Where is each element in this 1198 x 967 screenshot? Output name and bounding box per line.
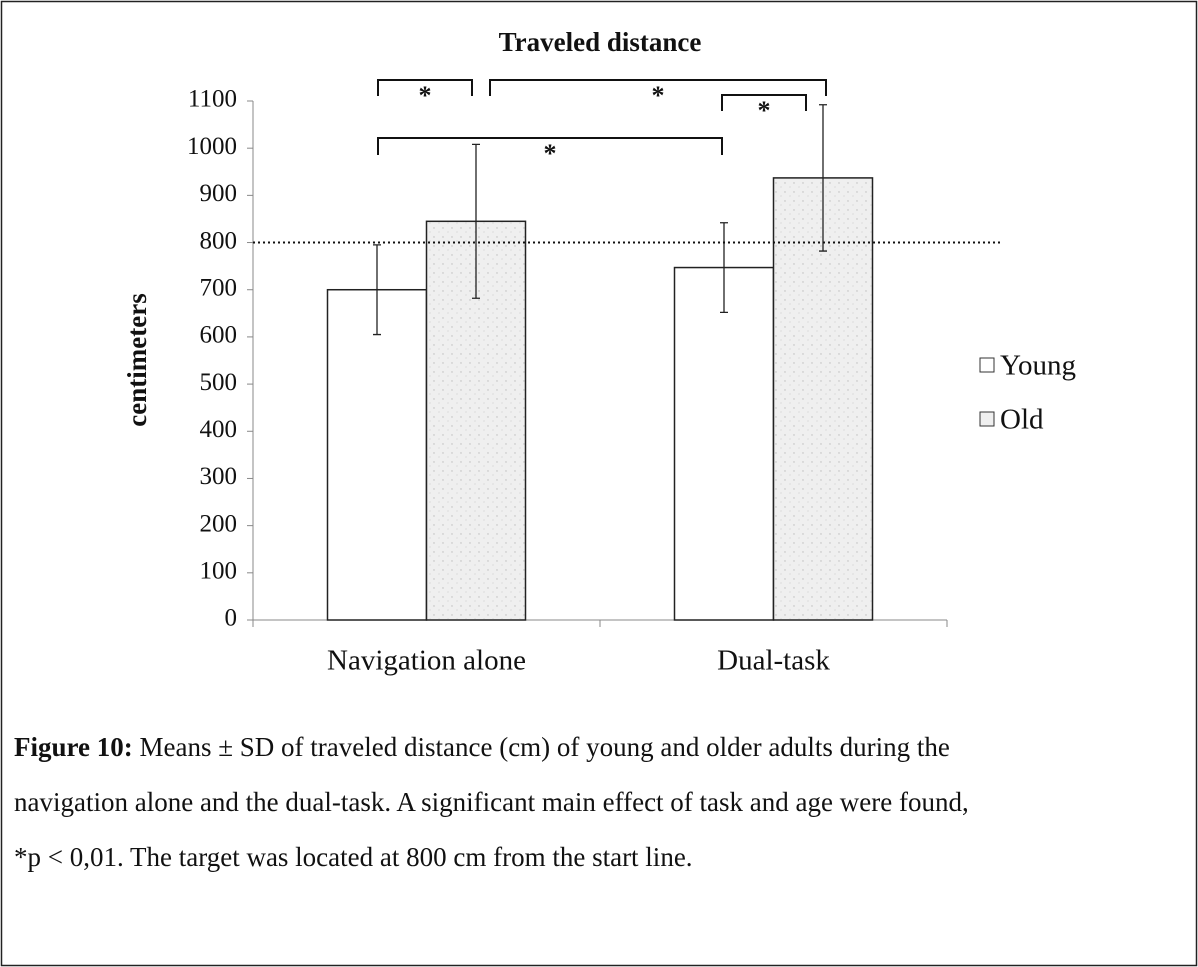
error-bar (472, 143, 480, 299)
legend-swatch (979, 411, 995, 427)
y-tick-label: 300 (200, 463, 238, 490)
chart-title: Traveled distance (499, 27, 702, 57)
significance-bracket (377, 79, 473, 96)
legend-label: Young (1000, 350, 1076, 382)
significance-label: * (419, 81, 432, 110)
significance-bracket (377, 137, 723, 155)
y-tick-label: 800 (200, 227, 238, 254)
y-tick-label: 0 (225, 605, 238, 632)
x-tick-label: Navigation alone (327, 645, 526, 677)
y-tick-label: 900 (200, 180, 238, 207)
caption-label: Figure 10: (14, 732, 133, 762)
y-tick-label: 500 (200, 369, 238, 396)
caption-text: Means ± SD of traveled distance (cm) of … (139, 732, 950, 762)
y-tick-label: 1000 (187, 133, 237, 160)
y-tick-label: 600 (200, 322, 238, 349)
y-tick-label: 100 (200, 558, 238, 585)
error-bar (720, 222, 728, 314)
significance-label: * (758, 96, 771, 125)
y-tick-label: 1100 (188, 86, 237, 113)
error-bar (373, 244, 381, 336)
significance-label: * (652, 81, 665, 110)
bar (326, 288, 428, 621)
legend-label: Old (1000, 404, 1044, 436)
y-tick-label: 200 (200, 510, 238, 537)
caption-line: Figure 10: Means ± SD of traveled distan… (14, 732, 950, 763)
caption-line: navigation alone and the dual-task. A si… (14, 787, 969, 817)
significance-bracket (721, 94, 807, 111)
caption-line: *p < 0,01. The target was located at 800… (14, 842, 693, 872)
error-bar (819, 104, 827, 252)
y-axis-label: centimeters (122, 293, 152, 426)
x-tick-label: Dual-task (717, 645, 830, 677)
legend-swatch (979, 357, 995, 373)
y-tick-label: 700 (200, 274, 238, 301)
significance-bracket (489, 79, 827, 96)
significance-label: * (544, 139, 557, 168)
bar-texture (774, 178, 872, 619)
bar (673, 266, 775, 621)
y-tick-label: 400 (200, 416, 238, 443)
